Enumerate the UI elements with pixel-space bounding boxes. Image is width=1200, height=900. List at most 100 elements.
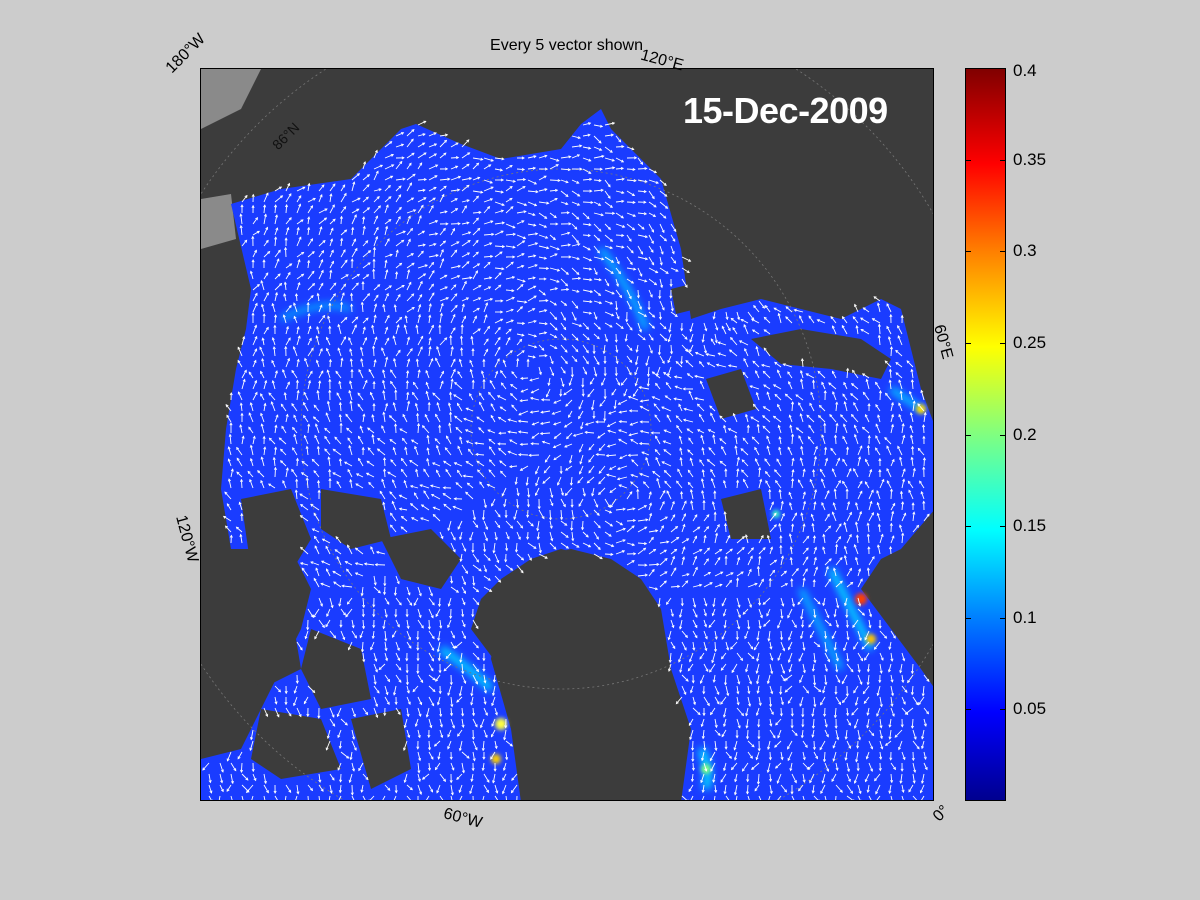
drift-vector-head bbox=[878, 390, 882, 394]
drift-vector-head bbox=[812, 535, 816, 539]
drift-vector bbox=[626, 508, 635, 511]
drift-vector-head bbox=[314, 434, 318, 439]
drift-vector bbox=[769, 524, 777, 533]
drift-vector-head bbox=[488, 164, 492, 168]
drift-vector bbox=[769, 652, 773, 661]
drift-vector bbox=[800, 608, 804, 619]
drift-vector-head bbox=[352, 714, 356, 718]
drift-vector bbox=[257, 470, 265, 478]
drift-vector-head bbox=[389, 524, 393, 528]
drift-vector-head bbox=[459, 436, 463, 440]
drift-vector bbox=[824, 707, 826, 717]
drift-vector bbox=[824, 447, 827, 456]
drift-vector-head bbox=[611, 392, 615, 396]
drift-vector-head bbox=[469, 537, 473, 541]
drift-vector-head bbox=[236, 471, 240, 475]
drift-vector bbox=[769, 707, 774, 715]
drift-vector bbox=[459, 685, 463, 696]
drift-vector bbox=[813, 685, 821, 692]
drift-vector bbox=[857, 630, 862, 641]
drift-vector bbox=[813, 652, 816, 663]
drift-vector-head bbox=[605, 473, 610, 477]
drift-vector bbox=[250, 271, 254, 280]
drift-vector bbox=[912, 468, 916, 478]
drift-vector-head bbox=[313, 614, 316, 619]
drift-vector bbox=[729, 349, 738, 357]
drift-vector bbox=[538, 267, 549, 269]
drift-vector-head bbox=[494, 712, 498, 716]
drift-vector-head bbox=[878, 679, 882, 684]
drift-vector-head bbox=[795, 394, 799, 398]
drift-vector-head bbox=[721, 636, 725, 640]
drift-vector bbox=[284, 282, 287, 291]
drift-vector bbox=[604, 520, 613, 527]
drift-vector-head bbox=[876, 490, 880, 494]
drift-vector-head bbox=[461, 303, 465, 307]
drift-vector-head bbox=[836, 624, 839, 629]
drift-vector bbox=[424, 414, 430, 423]
drift-vector bbox=[505, 751, 508, 760]
drift-vector bbox=[428, 608, 434, 618]
drift-vector-head bbox=[596, 512, 600, 516]
drift-vector bbox=[322, 538, 331, 544]
drift-vector-head bbox=[405, 614, 409, 618]
drift-vector-head bbox=[419, 346, 423, 350]
drift-vector bbox=[659, 558, 668, 566]
drift-vector-head bbox=[907, 680, 911, 684]
drift-vector bbox=[604, 333, 608, 342]
drift-vector bbox=[619, 454, 628, 459]
drift-vector-head bbox=[314, 545, 318, 549]
drift-vector-head bbox=[843, 423, 846, 427]
drift-vector-head bbox=[732, 326, 736, 331]
drift-vector bbox=[740, 448, 749, 456]
drift-vector bbox=[623, 388, 628, 397]
drift-vector bbox=[228, 478, 232, 489]
drift-vector bbox=[382, 380, 386, 390]
drift-vector-head bbox=[598, 178, 602, 183]
drift-vector-head bbox=[301, 273, 305, 277]
drift-vector bbox=[417, 619, 424, 629]
drift-vector bbox=[373, 215, 378, 225]
drift-vector-head bbox=[663, 580, 667, 584]
drift-vector-head bbox=[649, 512, 653, 516]
drift-vector bbox=[565, 399, 573, 407]
drift-vector-head bbox=[591, 493, 595, 497]
drift-vector bbox=[417, 244, 426, 247]
drift-vector-head bbox=[570, 527, 574, 532]
drift-vector-head bbox=[922, 466, 926, 470]
drift-vector-head bbox=[543, 256, 548, 260]
drift-vector bbox=[604, 122, 615, 126]
drift-vector bbox=[549, 355, 554, 364]
drift-vector bbox=[317, 446, 320, 456]
drift-vector-head bbox=[629, 359, 633, 363]
drift-vector bbox=[615, 355, 618, 364]
drift-vector bbox=[780, 696, 784, 705]
drift-vector-head bbox=[438, 690, 442, 695]
drift-vector-head bbox=[251, 204, 255, 208]
drift-vector bbox=[472, 263, 480, 269]
drift-vector-head bbox=[302, 186, 306, 190]
drift-vector-head bbox=[598, 470, 602, 474]
drift-vector bbox=[479, 481, 485, 489]
drift-vector-head bbox=[649, 502, 652, 506]
drift-vector-head bbox=[597, 326, 601, 330]
drift-vector bbox=[676, 480, 683, 489]
drift-vector-head bbox=[384, 638, 388, 642]
drift-vector-head bbox=[762, 415, 766, 419]
drift-vector-head bbox=[445, 222, 449, 226]
drift-vector bbox=[428, 205, 434, 214]
drift-vector bbox=[802, 685, 809, 694]
drift-vector-head bbox=[426, 457, 430, 462]
drift-vector-head bbox=[791, 457, 795, 461]
drift-vector-head bbox=[723, 522, 728, 527]
drift-vector bbox=[471, 685, 474, 696]
drift-vector-head bbox=[887, 336, 891, 340]
drift-vector bbox=[439, 274, 448, 280]
drift-vector bbox=[626, 366, 632, 376]
drift-vector bbox=[461, 630, 466, 639]
drift-vector bbox=[549, 212, 557, 218]
drift-vector bbox=[340, 229, 347, 236]
drift-vector bbox=[867, 568, 870, 577]
drift-vector-head bbox=[539, 431, 544, 436]
drift-vector-head bbox=[435, 678, 439, 682]
